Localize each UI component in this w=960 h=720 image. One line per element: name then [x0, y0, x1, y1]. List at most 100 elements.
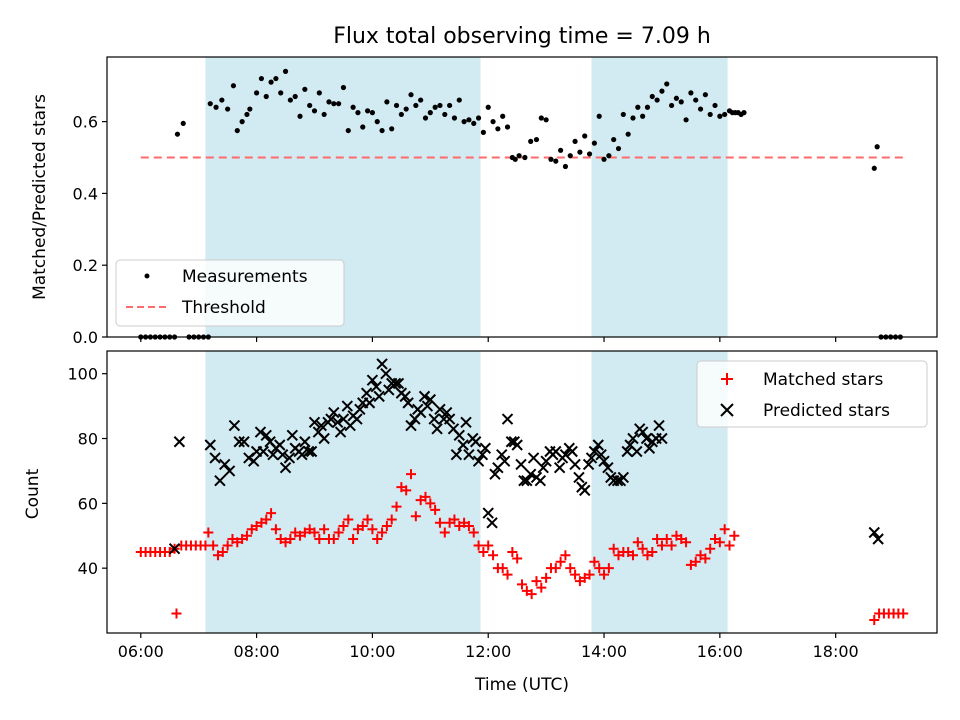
matched-star-point	[488, 550, 499, 561]
measurement-point	[741, 110, 747, 116]
predicted-star-point	[534, 474, 547, 487]
top-legend-box	[115, 259, 345, 327]
measurement-point	[369, 110, 376, 116]
chart-title: Flux total observing time = 7.09 h	[333, 24, 711, 49]
predicted-star-point	[233, 436, 245, 448]
measurement-point	[615, 145, 622, 152]
predicted-star-point	[257, 445, 270, 458]
predicted-star-point	[482, 507, 494, 519]
predicted-star-point	[656, 432, 668, 445]
predicted-star-point	[595, 449, 607, 461]
measurement-point	[321, 111, 327, 118]
matched-star-point	[362, 514, 373, 525]
measurement-point	[253, 90, 260, 96]
measurement-point	[297, 113, 303, 119]
predicted-star-point	[434, 403, 446, 416]
matched-star-point	[666, 540, 677, 551]
x-tick-label: 18:00	[813, 642, 859, 661]
measurement-point	[640, 113, 646, 119]
measurement-point	[437, 102, 443, 109]
predicted-star-point	[428, 413, 440, 425]
matched-stars-series	[135, 469, 909, 626]
matched-star-point	[203, 527, 214, 538]
predicted-stars-series	[168, 358, 884, 555]
matched-star-point	[869, 615, 880, 626]
measurement-point	[533, 136, 540, 143]
measurement-point	[543, 117, 549, 123]
predicted-star-point	[617, 471, 630, 484]
measurement-point	[213, 104, 219, 110]
predicted-star-point	[566, 445, 578, 458]
predicted-star-point	[611, 474, 624, 487]
measurement-point	[234, 127, 240, 134]
measurement-point	[311, 108, 318, 114]
measurement-point	[693, 97, 699, 103]
measurement-point	[512, 156, 518, 162]
predicted-star-point	[308, 416, 321, 429]
matched-star-point	[410, 511, 421, 522]
measurement-point	[408, 92, 414, 98]
predicted-star-point	[424, 393, 437, 406]
measurement-point	[620, 111, 626, 118]
measurement-point	[384, 99, 390, 105]
matched-star-point	[690, 556, 701, 567]
predicted-star-point	[463, 449, 475, 461]
matched-star-point	[222, 540, 233, 551]
predicted-star-point	[569, 458, 581, 471]
measurement-point	[577, 149, 583, 155]
bottom-shaded-regions	[205, 351, 728, 633]
measurement-point	[287, 97, 293, 103]
measurement-point	[601, 156, 607, 162]
predicted-star-point	[405, 419, 417, 432]
measurement-point	[326, 99, 332, 105]
matched-star-point	[348, 534, 359, 544]
bottom-y-axis-label: Count	[23, 468, 43, 519]
matched-star-point	[473, 540, 484, 551]
measurement-point	[654, 97, 660, 103]
measurement-point	[874, 144, 880, 150]
bottom-x-axis: 06:00 08:00 10:00 12:00 14:00 16:00 18:00	[118, 633, 859, 661]
y-tick-label: 0.2	[73, 256, 98, 275]
measurement-point	[558, 147, 564, 153]
predicted-star-point	[299, 436, 311, 448]
matched-star-point	[333, 527, 344, 538]
bottom-legend: Matched stars Predicted stars	[696, 360, 928, 428]
predicted-star-point	[173, 436, 186, 448]
measurement-point	[244, 111, 250, 118]
measurement-point	[522, 154, 528, 161]
measurement-point	[717, 113, 723, 119]
matched-star-point	[656, 540, 667, 551]
measurement-point	[471, 120, 477, 127]
matched-star-point	[507, 546, 518, 557]
measurement-point	[485, 104, 491, 110]
measurement-point	[350, 104, 356, 110]
predicted-star-point	[283, 452, 296, 464]
predicted-star-point	[515, 458, 527, 471]
matched-star-point	[637, 543, 648, 554]
measurement-point	[591, 140, 597, 146]
predicted-star-point	[559, 449, 572, 461]
matched-star-point	[584, 569, 595, 580]
predicted-star-point	[315, 419, 327, 432]
predicted-star-point	[653, 419, 665, 432]
measurement-point	[548, 156, 554, 162]
measurement-point	[307, 102, 313, 109]
predicted-star-point	[168, 543, 181, 555]
matched-star-point	[338, 521, 349, 532]
predicted-star-point	[511, 439, 523, 451]
measurement-point	[389, 126, 395, 132]
measurement-point	[422, 115, 429, 121]
matched-star-point	[594, 563, 605, 574]
matched-star-point	[608, 543, 619, 554]
predicted-star-point	[476, 449, 489, 461]
matched-star-point	[314, 534, 325, 544]
matched-star-point	[171, 608, 182, 619]
matched-star-point	[512, 553, 523, 564]
shaded-region	[205, 351, 481, 633]
predicted-star-point	[582, 458, 595, 471]
x-tick-label: 08:00	[234, 642, 280, 661]
matched-star-point	[420, 491, 431, 502]
matched-star-point	[603, 563, 614, 574]
predicted-star-point	[380, 367, 392, 380]
